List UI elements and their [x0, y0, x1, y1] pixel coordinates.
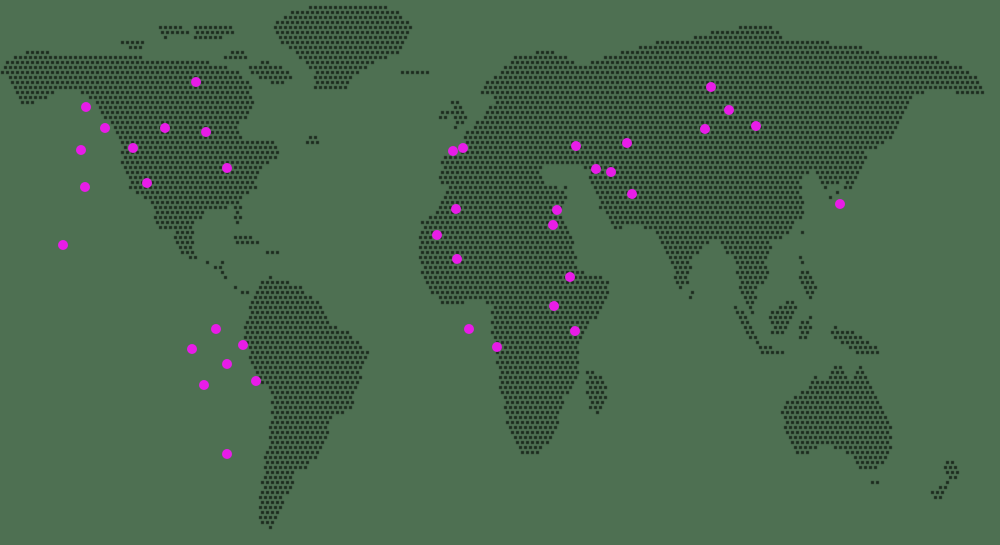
- marker-af-3[interactable]: [565, 272, 575, 282]
- marker-na-5[interactable]: [76, 145, 86, 155]
- marker-na-9[interactable]: [142, 178, 152, 188]
- marker-as-11[interactable]: [835, 199, 845, 209]
- marker-as-5[interactable]: [552, 205, 562, 215]
- marker-eu-4[interactable]: [571, 141, 581, 151]
- marker-na-1[interactable]: [81, 102, 91, 112]
- marker-as-6[interactable]: [548, 220, 558, 230]
- marker-na-10[interactable]: [80, 182, 90, 192]
- marker-na-4[interactable]: [201, 127, 211, 137]
- marker-na-6[interactable]: [128, 143, 138, 153]
- marker-sa-3[interactable]: [238, 340, 248, 350]
- marker-af-1[interactable]: [432, 230, 442, 240]
- marker-as-9[interactable]: [700, 124, 710, 134]
- marker-as-1[interactable]: [622, 138, 632, 148]
- marker-as-3[interactable]: [606, 167, 616, 177]
- marker-na-11[interactable]: [58, 240, 68, 250]
- marker-eu-2[interactable]: [458, 143, 468, 153]
- marker-sa-2[interactable]: [187, 344, 197, 354]
- marker-sa-5[interactable]: [199, 380, 209, 390]
- marker-sa-6[interactable]: [251, 376, 261, 386]
- marker-na-2[interactable]: [100, 123, 110, 133]
- marker-af-2[interactable]: [452, 254, 462, 264]
- marker-af-5[interactable]: [570, 326, 580, 336]
- marker-na-7[interactable]: [191, 77, 201, 87]
- marker-eu-3[interactable]: [451, 204, 461, 214]
- marker-sa-4[interactable]: [222, 359, 232, 369]
- marker-sa-1[interactable]: [211, 324, 221, 334]
- marker-af-6[interactable]: [464, 324, 474, 334]
- marker-eu-1[interactable]: [448, 146, 458, 156]
- marker-as-8[interactable]: [724, 105, 734, 115]
- marker-af-7[interactable]: [492, 342, 502, 352]
- marker-as-7[interactable]: [706, 82, 716, 92]
- marker-as-2[interactable]: [591, 164, 601, 174]
- marker-na-3[interactable]: [160, 123, 170, 133]
- marker-as-10[interactable]: [751, 121, 761, 131]
- marker-as-4[interactable]: [627, 189, 637, 199]
- marker-na-8[interactable]: [222, 163, 232, 173]
- marker-sa-7[interactable]: [222, 449, 232, 459]
- marker-af-4[interactable]: [549, 301, 559, 311]
